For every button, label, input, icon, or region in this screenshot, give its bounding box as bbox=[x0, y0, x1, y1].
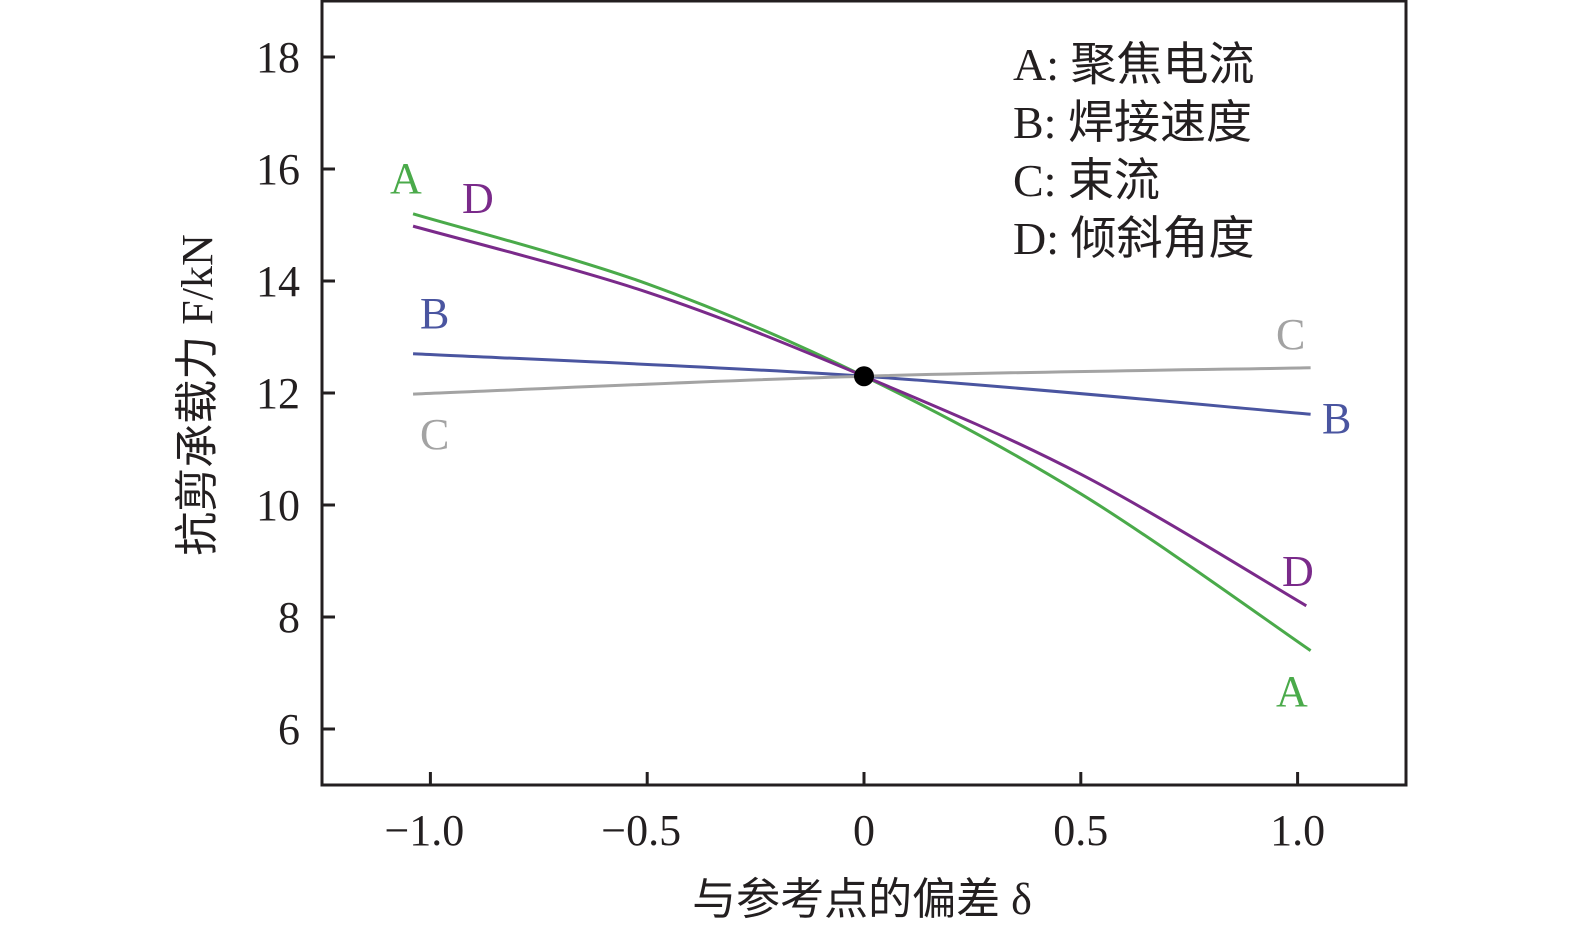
y-tick-label: 6 bbox=[278, 705, 300, 754]
legend: A: 聚焦电流 B: 焊接速度 C: 束流 D: 倾斜角度 bbox=[1013, 39, 1255, 264]
axis-ticks: −1.0 −0.5 0 0.5 1.0 6 8 10 12 14 16 18 bbox=[256, 33, 1325, 855]
x-tick-label: 1.0 bbox=[1270, 806, 1325, 855]
y-tick-label: 14 bbox=[256, 257, 300, 306]
curve-label-b-left: B bbox=[420, 289, 449, 338]
legend-entry-b: B: 焊接速度 bbox=[1013, 97, 1252, 148]
reference-point-marker bbox=[854, 366, 874, 387]
curve-label-c-right: C bbox=[1276, 310, 1305, 359]
curve-label-a-left: A bbox=[390, 154, 422, 203]
curve-label-c-left: C bbox=[420, 410, 449, 459]
series-line-d bbox=[412, 224, 1308, 608]
y-tick-label: 10 bbox=[256, 481, 300, 530]
x-tick-label: −0.5 bbox=[601, 806, 681, 855]
series-lines bbox=[412, 212, 1312, 652]
series-line-a bbox=[412, 212, 1312, 652]
x-tick-label: 0.5 bbox=[1053, 806, 1108, 855]
x-tick-label: −1.0 bbox=[384, 806, 464, 855]
y-tick-label: 8 bbox=[278, 593, 300, 642]
curve-label-a-right: A bbox=[1276, 667, 1308, 716]
plot-frame bbox=[320, 0, 1408, 787]
y-tick-label: 18 bbox=[256, 33, 300, 82]
legend-entry-a: A: 聚焦电流 bbox=[1013, 39, 1255, 90]
x-tick-label: 0 bbox=[853, 806, 875, 855]
y-tick-label: 12 bbox=[256, 369, 300, 418]
curve-label-b-right: B bbox=[1322, 394, 1351, 443]
curve-label-d-right: D bbox=[1282, 547, 1314, 596]
x-axis-label: 与参考点的偏差 δ bbox=[692, 875, 1032, 924]
legend-entry-d: D: 倾斜角度 bbox=[1013, 213, 1255, 264]
curve-label-d-left: D bbox=[462, 174, 494, 223]
legend-entry-c: C: 束流 bbox=[1013, 155, 1160, 206]
y-tick-label: 16 bbox=[256, 145, 300, 194]
y-axis-label: 抗剪承载力 F/kN bbox=[173, 234, 222, 555]
